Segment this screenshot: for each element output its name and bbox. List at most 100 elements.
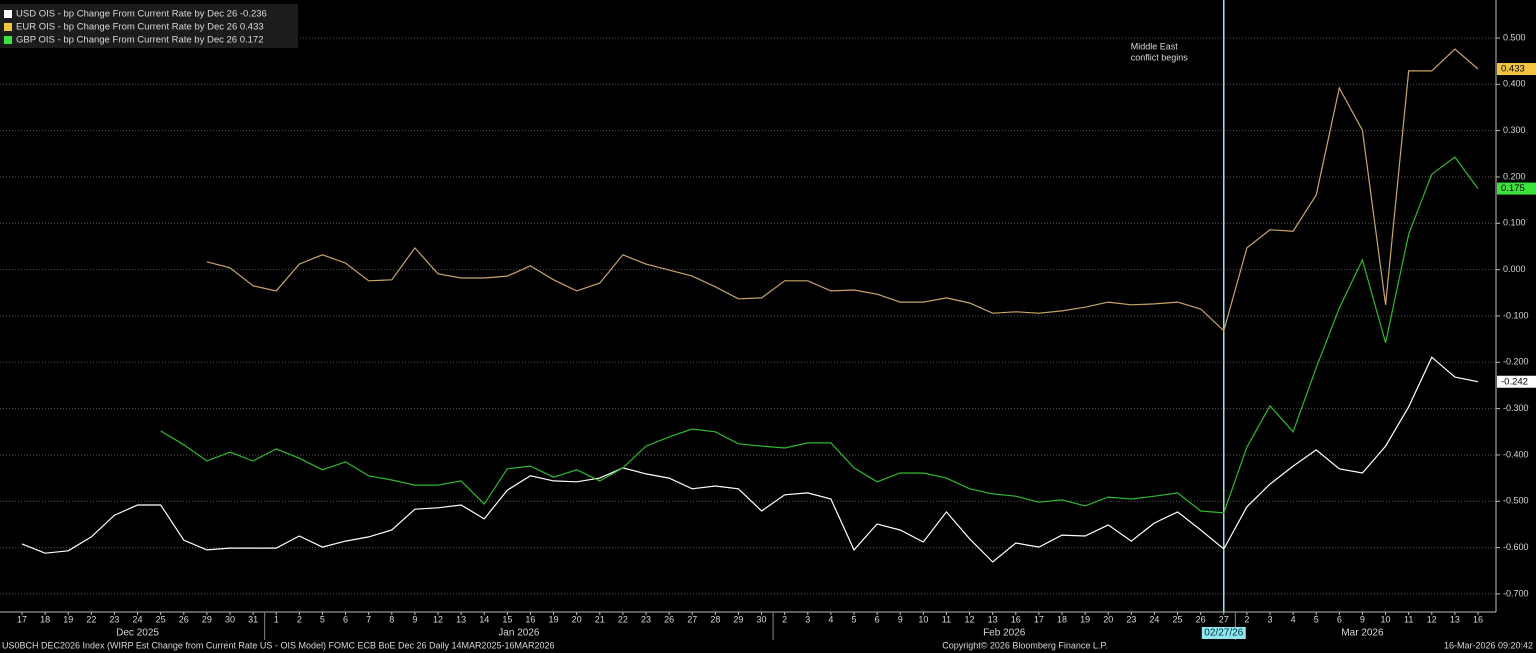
x-tick-label: 17 (1034, 614, 1044, 624)
series-line (21, 356, 1479, 563)
x-tick-label: 10 (1381, 614, 1391, 624)
x-tick-label: 19 (63, 614, 73, 624)
x-tick-label: 6 (875, 614, 880, 624)
x-tick-label: 17 (17, 614, 27, 624)
x-tick-label: 3 (805, 614, 810, 624)
x-tick-label: 20 (1103, 614, 1113, 624)
series-line (160, 156, 1479, 514)
x-tick-label: 5 (851, 614, 856, 624)
x-tick-label: 30 (757, 614, 767, 624)
x-tick-label: 19 (1080, 614, 1090, 624)
x-tick-label: 11 (942, 614, 951, 624)
x-tick-label: 12 (1427, 614, 1437, 624)
x-tick-label: 3 (1267, 614, 1272, 624)
legend-label: GBP OIS - bp Change From Current Rate by… (16, 35, 263, 46)
x-tick-label: 18 (1057, 614, 1067, 624)
x-tick-label: 21 (595, 614, 605, 624)
x-tick-label: 10 (918, 614, 928, 624)
x-tick-label: 16 (1473, 614, 1483, 624)
x-tick-label: 26 (179, 614, 189, 624)
x-tick-label: 28 (710, 614, 720, 624)
month-label: Jan 2026 (498, 628, 540, 639)
legend-label: EUR OIS - bp Change From Current Rate by… (16, 22, 264, 33)
value-tag-label: 0.175 (1501, 183, 1525, 194)
y-tick-label: 0.300 (1503, 125, 1526, 135)
y-tick-label: -0.100 (1503, 310, 1529, 320)
series-line (206, 48, 1479, 332)
y-tick-label: 0.000 (1503, 264, 1526, 274)
x-tick-label: 23 (1126, 614, 1136, 624)
x-tick-label: 9 (1360, 614, 1365, 624)
month-label: Dec 2025 (116, 628, 159, 639)
x-tick-label: 27 (687, 614, 697, 624)
x-tick-label: 26 (664, 614, 674, 624)
value-tag (1497, 182, 1536, 195)
x-tick-label: 23 (641, 614, 651, 624)
y-tick-label: -0.600 (1503, 542, 1529, 552)
x-tick-label: 26 (1196, 614, 1206, 624)
x-tick-label: 23 (109, 614, 119, 624)
x-tick-label: 16 (1011, 614, 1021, 624)
y-tick-label: -0.700 (1503, 588, 1529, 598)
footer-left: US0BCH DEC2026 Index (WIRP Est Change fr… (2, 640, 555, 650)
legend-swatch (4, 10, 12, 18)
y-tick-label: 0.500 (1503, 32, 1526, 42)
value-tag-label: -0.242 (1501, 376, 1528, 387)
x-tick-label: 14 (479, 614, 489, 624)
x-tick-label: 2 (782, 614, 787, 624)
x-tick-label: 4 (1291, 614, 1296, 624)
event-annotation: Middle East (1131, 41, 1179, 51)
legend-background (0, 4, 298, 48)
footer-center: Copyright© 2026 Bloomberg Finance L.P. (942, 640, 1108, 650)
y-tick-label: -0.500 (1503, 496, 1529, 506)
month-label: Feb 2026 (983, 628, 1026, 639)
x-tick-label: 4 (828, 614, 833, 624)
value-tag (1497, 63, 1536, 76)
y-tick-label: 0.400 (1503, 79, 1526, 89)
y-tick-label: -0.300 (1503, 403, 1529, 413)
x-tick-label: 9 (898, 614, 903, 624)
x-tick-label: 29 (202, 614, 212, 624)
x-tick-label: 20 (572, 614, 582, 624)
x-tick-label: 7 (366, 614, 371, 624)
y-tick-label: -0.200 (1503, 357, 1529, 367)
legend-label: USD OIS - bp Change From Current Rate by… (16, 9, 267, 20)
x-tick-label: 29 (733, 614, 743, 624)
month-label: Mar 2026 (1341, 628, 1384, 639)
x-tick-label: 12 (433, 614, 443, 624)
legend-swatch (4, 23, 12, 31)
event-date-label: 02/27/26 (1204, 628, 1243, 639)
x-tick-label: 1 (274, 614, 279, 624)
x-tick-label: 8 (389, 614, 394, 624)
x-tick-label: 22 (86, 614, 96, 624)
x-tick-label: 24 (133, 614, 143, 624)
value-tag (1497, 375, 1536, 388)
x-tick-label: 12 (965, 614, 975, 624)
legend-swatch (4, 36, 12, 44)
x-tick-label: 13 (456, 614, 466, 624)
value-tag-label: 0.433 (1501, 64, 1525, 75)
x-tick-label: 2 (1244, 614, 1249, 624)
x-tick-label: 2 (297, 614, 302, 624)
y-tick-label: 0.200 (1503, 171, 1526, 181)
x-tick-label: 19 (549, 614, 559, 624)
x-tick-label: 11 (1404, 614, 1413, 624)
y-tick-label: 0.100 (1503, 218, 1526, 228)
x-tick-label: 16 (525, 614, 535, 624)
x-tick-label: 6 (343, 614, 348, 624)
footer-right: 16-Mar-2026 09:20:42 (1444, 640, 1533, 650)
x-tick-label: 31 (248, 614, 258, 624)
x-tick-label: 25 (156, 614, 166, 624)
x-tick-label: 24 (1149, 614, 1159, 624)
x-tick-label: 5 (1314, 614, 1319, 624)
x-tick-label: 18 (40, 614, 50, 624)
x-tick-label: 13 (988, 614, 998, 624)
x-tick-label: 9 (412, 614, 417, 624)
legend: USD OIS - bp Change From Current Rate by… (0, 4, 298, 48)
y-tick-label: -0.400 (1503, 449, 1529, 459)
event-annotation: conflict begins (1131, 52, 1189, 62)
x-tick-label: 30 (225, 614, 235, 624)
x-tick-label: 6 (1337, 614, 1342, 624)
x-tick-label: 22 (618, 614, 628, 624)
